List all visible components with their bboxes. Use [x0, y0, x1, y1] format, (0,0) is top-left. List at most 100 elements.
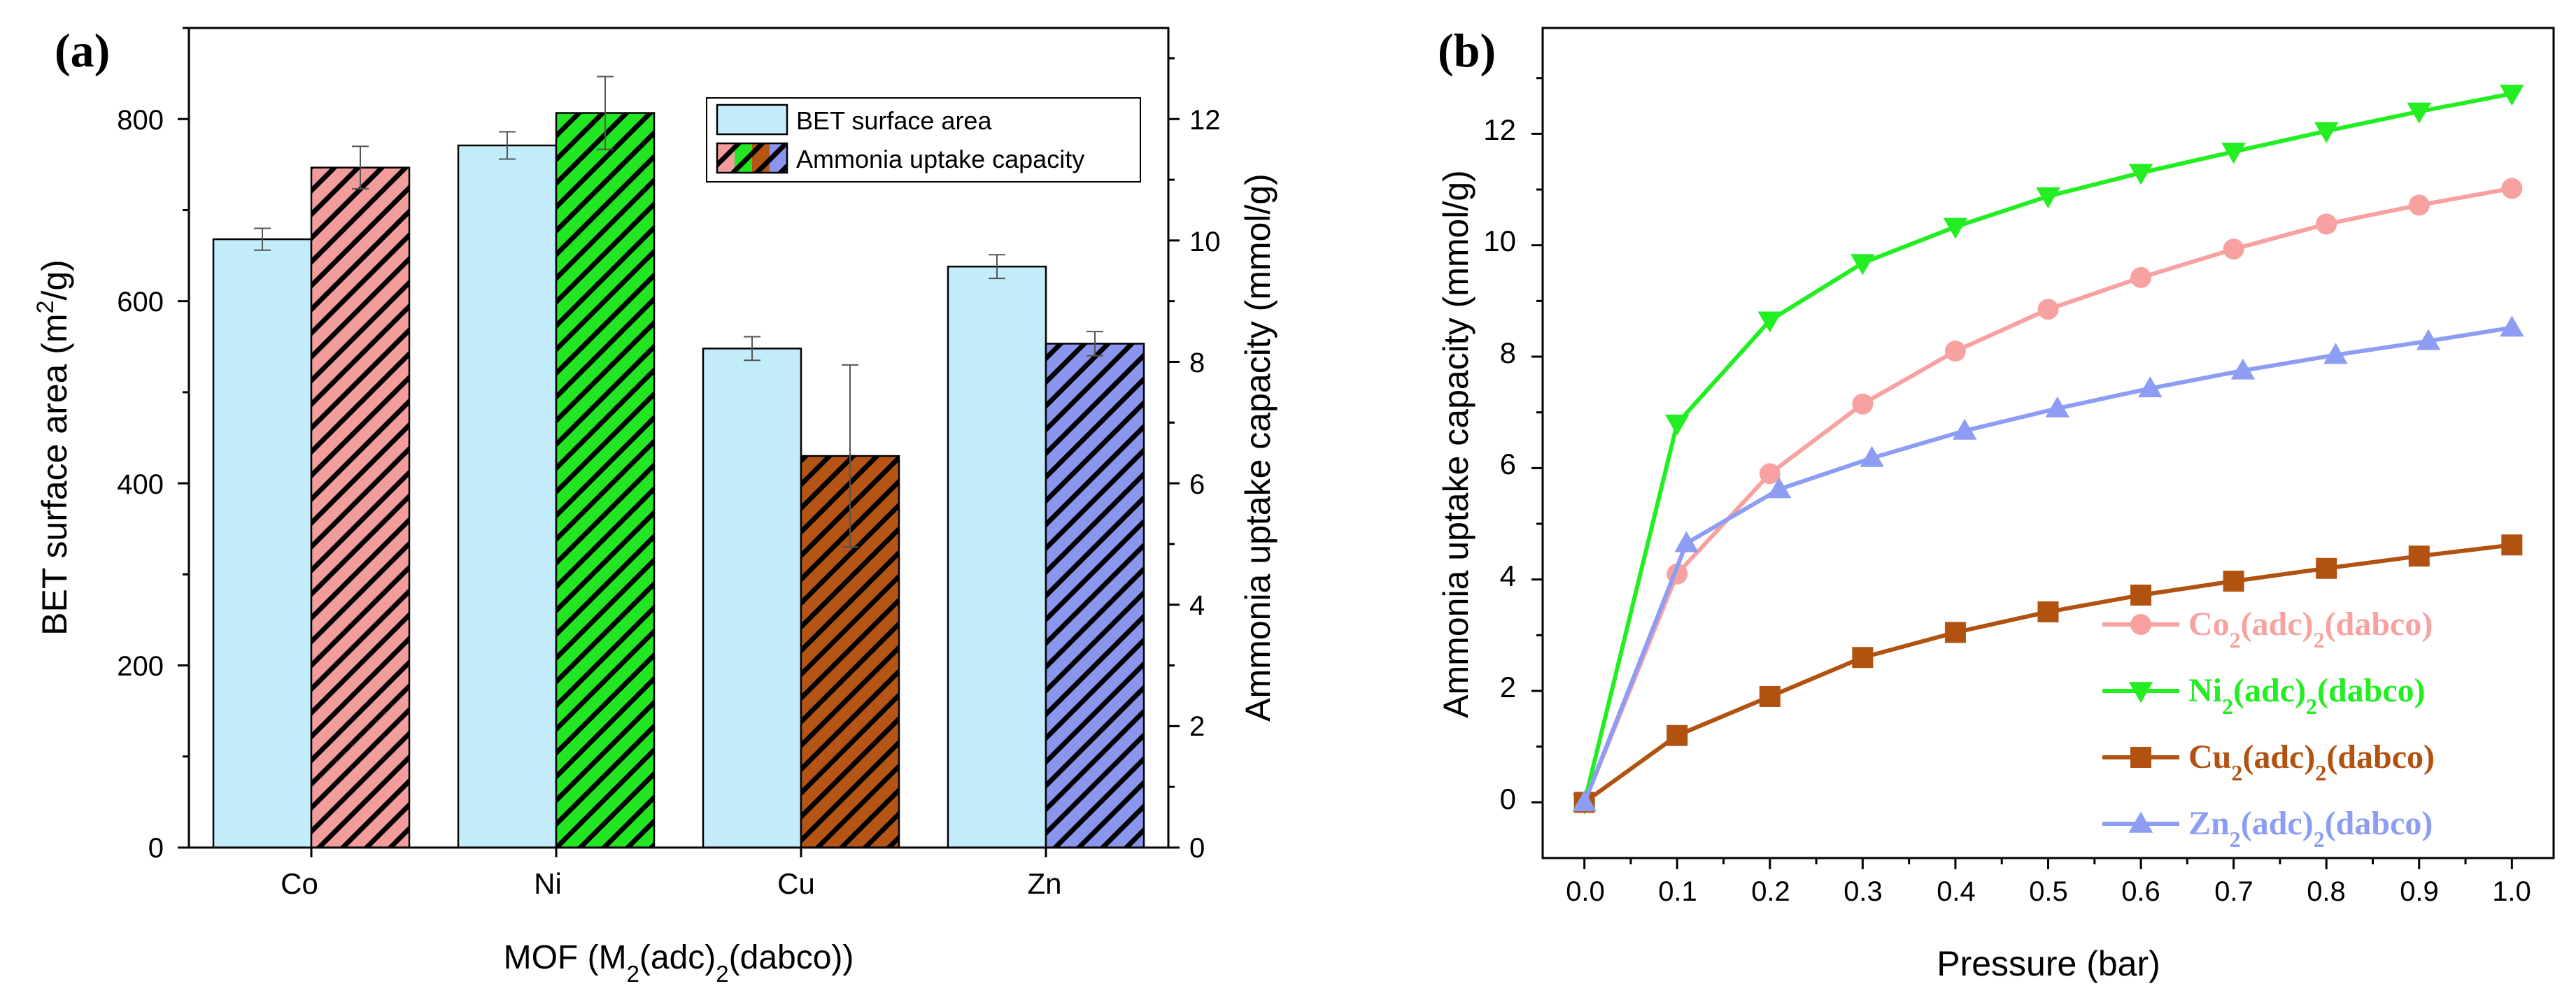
series-zn	[1572, 315, 2524, 812]
error-bar-ammonia-zn	[1087, 331, 1103, 357]
point-ni	[1850, 254, 1875, 276]
legend-entry-co: Co2(adc)2(dabco)	[2102, 606, 2433, 652]
point-co	[2130, 266, 2152, 288]
point-cu	[1944, 622, 1966, 643]
bar-ammonia-ni	[555, 112, 656, 849]
a-legend-swatch-ammonia	[716, 142, 788, 174]
legend-label-ni: Ni2(adc)2(dabco)	[2188, 672, 2426, 719]
b-y-tick-label: 8	[1500, 336, 1516, 369]
b-x-tick-label: 0.6	[2121, 876, 2160, 907]
b-y-tick-label: 12	[1483, 113, 1516, 146]
bar-bet-zn	[947, 265, 1047, 849]
point-ni	[2036, 187, 2060, 208]
panel-a-ticks	[178, 27, 1180, 857]
point-cu	[2501, 534, 2523, 556]
point-zn	[1674, 531, 1699, 552]
point-ni	[2500, 85, 2524, 106]
panel-b-label: (b)	[1438, 24, 1496, 77]
a-right-tick-label: 6	[1189, 469, 1205, 500]
point-co	[1852, 393, 1874, 415]
legend-entry-zn: Zn2(adc)2(dabco)	[2102, 805, 2433, 852]
point-cu	[2223, 571, 2244, 592]
panel-b-legend: Co2(adc)2(dabco) Ni2(adc)2(dabco) Cu2(adc)…	[2102, 606, 2435, 852]
b-y-tick-label: 10	[1483, 224, 1516, 257]
a-legend-label-bet: BET surface area	[796, 106, 992, 135]
a-category-label-ni: Ni	[534, 867, 562, 900]
b-y-tick-label: 2	[1500, 671, 1516, 703]
panel-a-label: (a)	[55, 24, 110, 77]
a-right-tick-label: 2	[1189, 711, 1205, 742]
a-left-tick-label: 400	[117, 469, 164, 500]
b-x-tick-label: 0.9	[2400, 876, 2439, 907]
point-co	[1759, 463, 1781, 485]
error-bar-bet-zn	[989, 254, 1005, 280]
legend-entry-cu: Cu2(adc)2(dabco)	[2102, 738, 2435, 785]
b-x-tick-label: 0.4	[1937, 876, 1976, 907]
point-zn	[1572, 790, 1597, 812]
point-zn	[2500, 315, 2524, 337]
error-bar-ammonia-co	[352, 145, 369, 190]
panel-b-ticks	[1531, 77, 2513, 869]
error-bar-bet-cu	[744, 336, 760, 362]
bar-bet-co	[212, 238, 313, 849]
bar-ammonia-zn	[1045, 343, 1145, 849]
a-category-label-cu: Cu	[777, 867, 815, 900]
point-cu	[2037, 601, 2059, 622]
a-right-tick-label: 10	[1189, 227, 1221, 257]
legend-marker-ni	[2128, 682, 2153, 703]
a-category-label-co: Co	[281, 867, 318, 900]
panel-b: (b) 0 2 4 6 8 10 12 0.0 0.1 0.2 0.3 0.4 …	[1436, 24, 2555, 983]
a-category-label-zn: Zn	[1027, 867, 1061, 900]
a-left-tick-label: 0	[148, 833, 164, 864]
error-bar-bet-ni	[499, 131, 516, 160]
b-x-tick-label: 0.0	[1566, 876, 1605, 907]
panel-b-y-tick-labels: 0 2 4 6 8 10 12	[1483, 113, 1516, 815]
error-bar-ammonia-cu	[842, 364, 858, 548]
point-zn	[2230, 358, 2256, 380]
panel-a-legend: BET surface area Ammonia uptake capacity	[706, 97, 1141, 183]
a-left-tick-label: 600	[117, 287, 164, 317]
a-right-tick-label: 4	[1189, 590, 1205, 621]
point-cu	[1666, 724, 1688, 746]
legend-label-cu: Cu2(adc)2(dabco)	[2188, 738, 2435, 785]
point-zn	[1860, 445, 1884, 467]
error-bar-bet-co	[254, 227, 271, 251]
point-cu	[1759, 685, 1781, 707]
legend-label-zn: Zn2(adc)2(dabco)	[2188, 805, 2433, 852]
a-left-tick-label: 200	[117, 651, 164, 682]
panel-a-error-bars	[254, 76, 1103, 548]
b-x-tick-label: 1.0	[2492, 876, 2531, 907]
point-ni	[2128, 164, 2153, 185]
panel-a-right-y-axis-title: Ammonia uptake capacity (mmol/g)	[1238, 173, 1278, 722]
point-zn	[1767, 477, 1792, 499]
point-zn	[2323, 343, 2348, 364]
point-zn	[2416, 329, 2441, 350]
point-co	[2037, 299, 2059, 320]
b-y-tick-label: 0	[1500, 783, 1516, 815]
a-right-tick-label: 0	[1189, 833, 1205, 864]
bar-ammonia-co	[310, 166, 411, 849]
series-line-zn	[1582, 325, 2512, 803]
series-line-co	[1582, 186, 2512, 803]
point-ni	[2221, 143, 2246, 164]
point-ni	[2314, 122, 2339, 143]
point-co	[1944, 341, 1966, 362]
point-co	[2316, 213, 2337, 235]
legend-label-co: Co2(adc)2(dabco)	[2188, 606, 2433, 652]
b-x-tick-label: 0.3	[1843, 876, 1883, 907]
b-x-tick-label: 0.8	[2307, 876, 2346, 907]
panel-a: (a) 0 200 400 600 800 0 2 4 6 8 10 12 Co…	[32, 24, 1278, 987]
point-ni	[1664, 414, 1690, 436]
panel-b-x-tick-labels: 0.0 0.1 0.2 0.3 0.4 0.5 0.6 0.7 0.8 0.9 …	[1566, 876, 2531, 907]
point-cu	[1852, 647, 1874, 669]
b-x-tick-label: 0.5	[2029, 876, 2068, 907]
b-x-tick-label: 0.2	[1751, 876, 1790, 907]
panel-a-category-labels: Co Ni Cu Zn	[281, 867, 1061, 900]
point-ni	[2407, 102, 2432, 124]
a-legend-swatch-bet	[716, 103, 788, 136]
panel-a-bars	[212, 112, 1145, 849]
point-cu	[2130, 584, 2152, 606]
a-right-tick-label: 12	[1189, 105, 1221, 136]
panel-a-plot-frame	[187, 27, 1170, 849]
